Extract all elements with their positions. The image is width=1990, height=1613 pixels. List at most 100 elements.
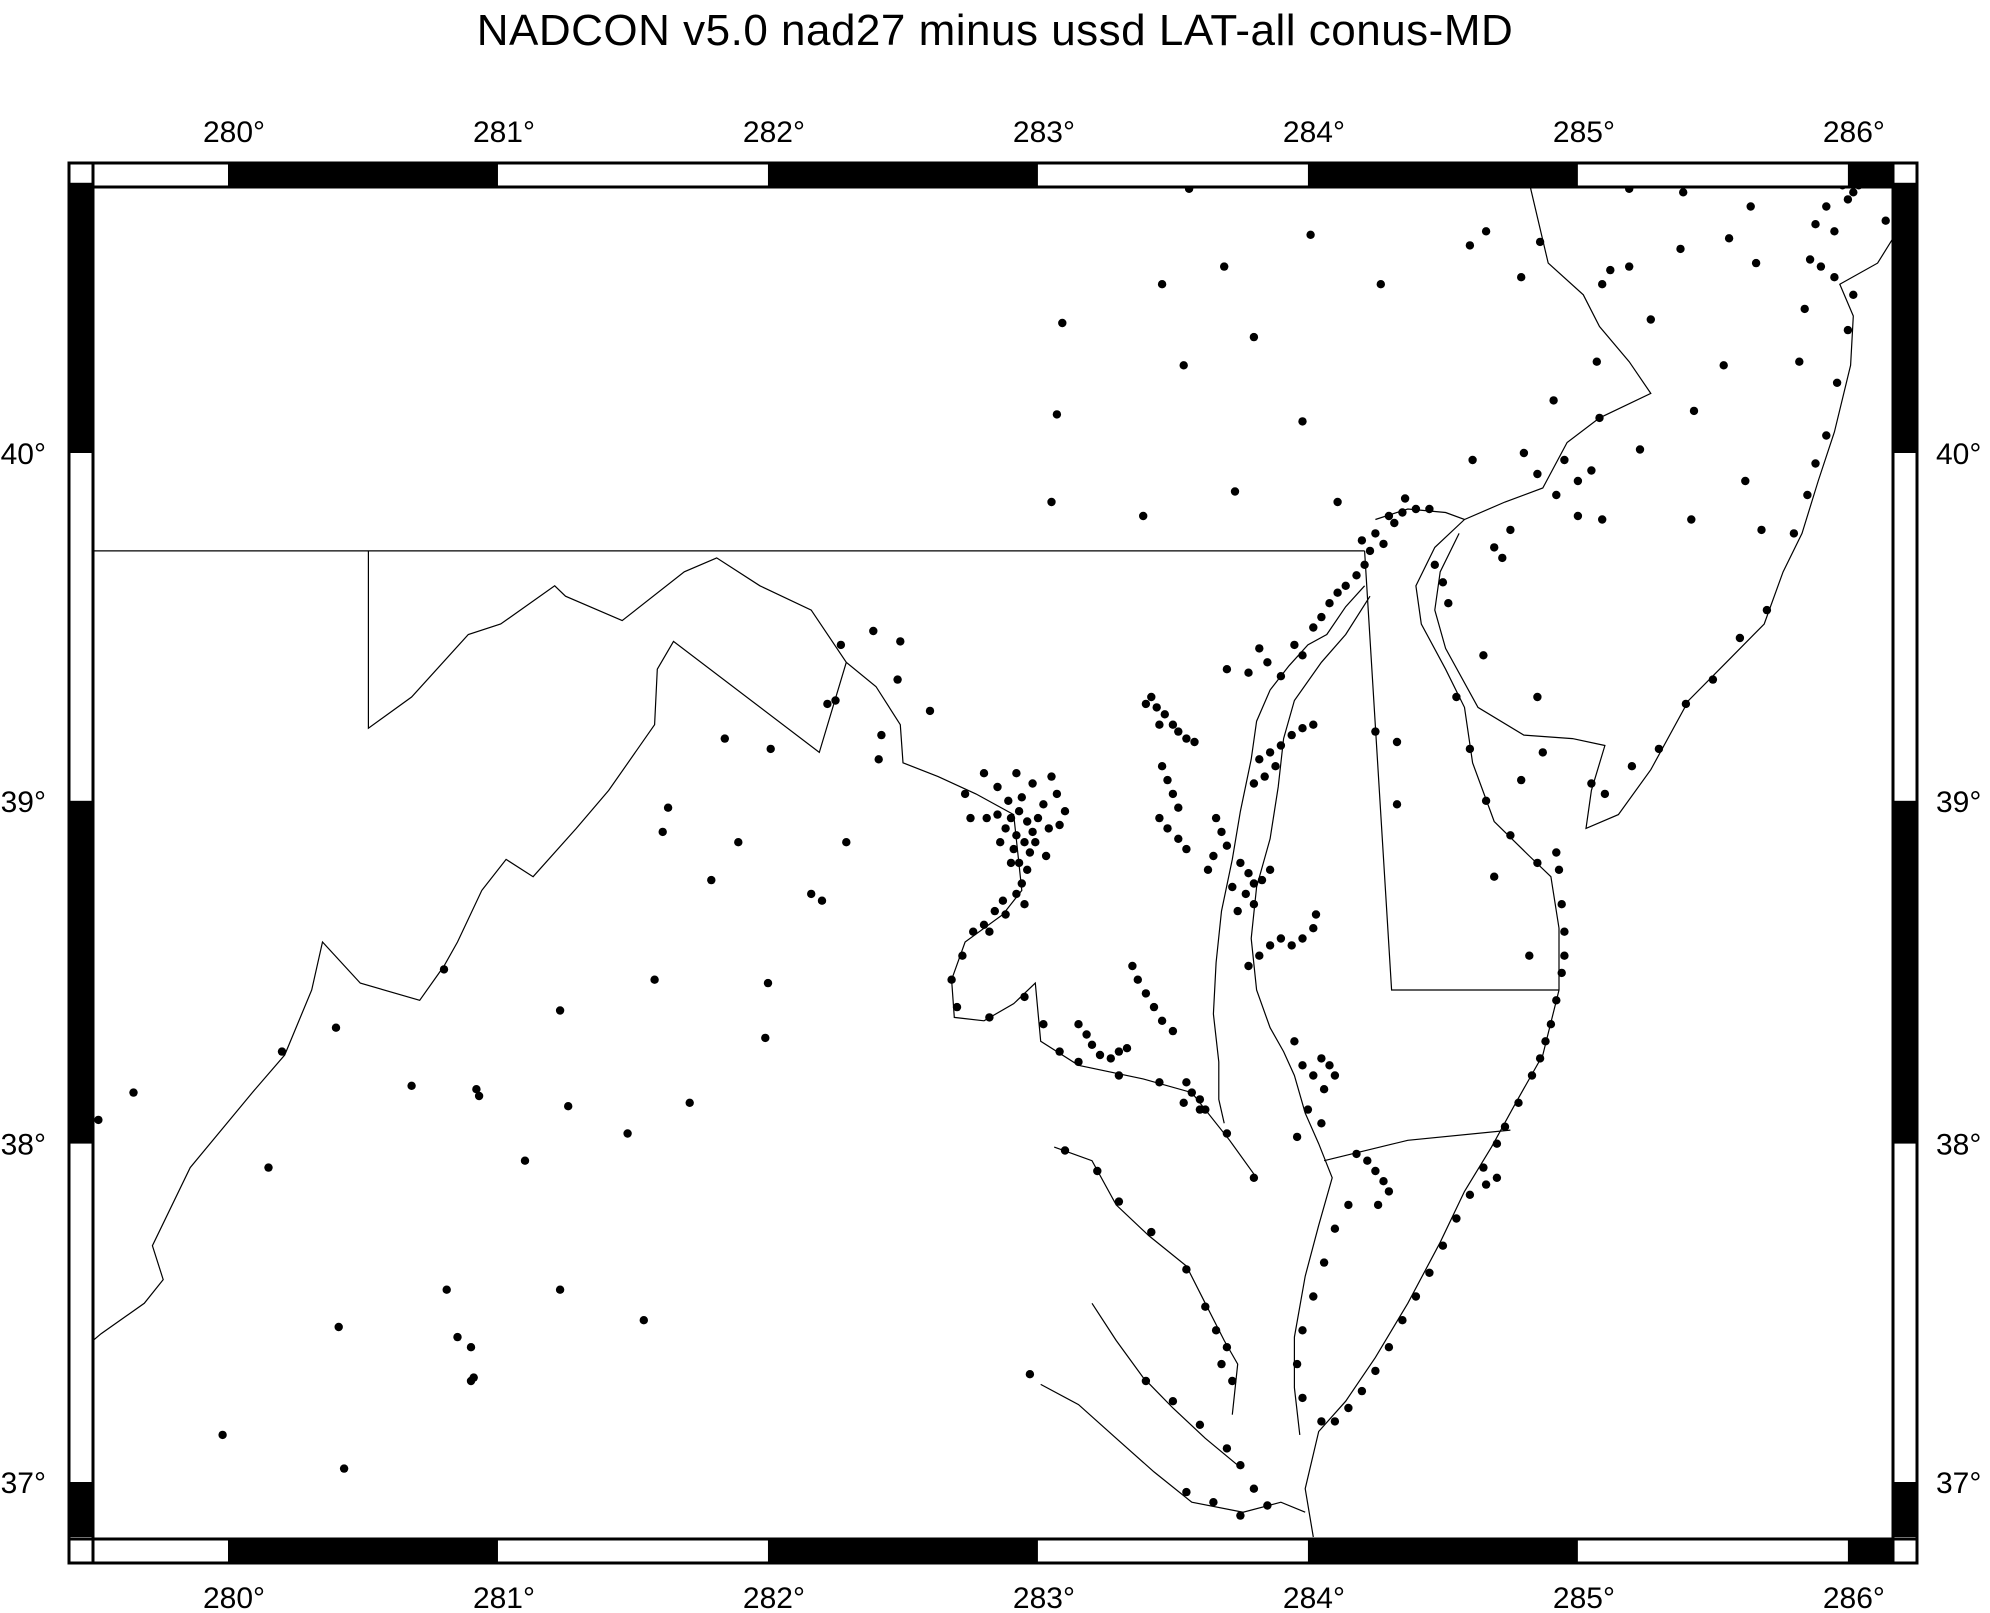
data-point <box>1298 651 1307 660</box>
data-point <box>1082 1030 1091 1039</box>
frame-bar-white <box>497 163 768 187</box>
data-point <box>658 827 667 837</box>
x-tick-label: 285° <box>1553 1582 1615 1613</box>
data-point <box>1298 1393 1307 1403</box>
data-point <box>817 896 827 905</box>
data-point <box>1012 769 1021 778</box>
data-point <box>1001 824 1010 833</box>
data-point <box>979 769 989 778</box>
data-point <box>1317 1054 1326 1063</box>
data-point <box>1506 831 1515 840</box>
data-point <box>1400 494 1410 503</box>
data-point <box>1155 720 1164 729</box>
data-point <box>1195 1095 1205 1104</box>
data-point <box>639 1316 648 1325</box>
x-tick-label: 286° <box>1823 1582 1885 1613</box>
data-point <box>1849 290 1858 299</box>
x-tick-label: 284° <box>1283 116 1345 149</box>
data-point <box>1233 906 1242 916</box>
data-point <box>1298 1061 1307 1070</box>
data-point <box>1309 1292 1318 1301</box>
data-point <box>1587 466 1596 475</box>
data-point <box>1004 796 1013 805</box>
data-point <box>1635 445 1645 454</box>
data-point <box>1490 543 1499 552</box>
data-point <box>1114 1071 1124 1080</box>
x-tick-label: 281° <box>473 116 535 149</box>
data-point <box>1022 865 1032 874</box>
data-point <box>1465 241 1475 250</box>
data-point <box>1298 1326 1307 1335</box>
data-point <box>1587 779 1596 788</box>
data-point <box>1492 1139 1502 1148</box>
data-point <box>1147 692 1156 702</box>
data-point <box>1028 779 1037 788</box>
data-point <box>1190 737 1199 747</box>
map-title: NADCON v5.0 nad27 minus ussd LAT-all con… <box>476 6 1514 55</box>
data-point <box>1557 968 1566 978</box>
data-point <box>1290 640 1299 650</box>
frame-bar-black <box>69 182 93 453</box>
data-point <box>1627 762 1637 771</box>
y-tick-label: 38° <box>1 1129 46 1162</box>
data-point <box>842 838 851 847</box>
data-point <box>555 1285 565 1294</box>
data-point <box>1843 325 1853 335</box>
data-point <box>1203 865 1213 874</box>
data-point <box>1039 800 1048 809</box>
data-point <box>1182 1078 1191 1087</box>
data-point <box>874 755 883 764</box>
data-point <box>564 1102 573 1111</box>
x-tick-label: 281° <box>473 1582 535 1613</box>
data-point <box>1681 699 1691 709</box>
data-point <box>1241 889 1251 899</box>
data-point <box>1371 1166 1380 1176</box>
data-point <box>1517 273 1526 282</box>
data-point <box>1236 1461 1245 1470</box>
data-point <box>1317 1417 1326 1426</box>
data-point <box>1371 529 1380 538</box>
data-point <box>1182 1487 1191 1497</box>
boundary-line <box>1091 1302 1239 1466</box>
data-point <box>1379 1177 1388 1186</box>
data-point <box>442 1285 451 1294</box>
data-point <box>1533 692 1542 702</box>
data-point <box>339 1464 349 1473</box>
boundary-line <box>1212 585 1366 1124</box>
data-point <box>831 696 840 705</box>
data-point <box>1679 188 1688 197</box>
data-point <box>1560 927 1569 936</box>
data-point <box>1060 807 1070 816</box>
data-point <box>1541 1037 1550 1046</box>
data-point <box>1811 220 1820 229</box>
data-point <box>1595 413 1604 423</box>
data-point <box>650 975 659 984</box>
data-point <box>1298 724 1307 733</box>
data-point <box>623 1129 632 1138</box>
data-point <box>1292 1132 1302 1142</box>
data-point <box>869 626 878 636</box>
data-point <box>1244 869 1253 878</box>
data-point <box>1025 848 1035 857</box>
frame-bar-black <box>1893 1482 1917 1538</box>
data-point <box>761 1033 770 1043</box>
data-point <box>985 927 994 936</box>
data-point <box>1373 1200 1383 1210</box>
data-point <box>1249 1173 1259 1183</box>
data-point <box>1816 262 1826 271</box>
data-point <box>1805 255 1815 264</box>
data-point <box>1074 1019 1083 1029</box>
data-point <box>334 1322 343 1332</box>
data-point <box>1751 258 1761 268</box>
boundary-line <box>367 550 1258 1179</box>
data-point <box>985 1013 994 1022</box>
boundary-line <box>1250 595 1371 1435</box>
map-frame <box>67 161 1919 1565</box>
data-point <box>990 906 999 916</box>
data-point <box>893 675 902 684</box>
data-point <box>1506 525 1515 535</box>
data-point <box>1211 1326 1221 1335</box>
data-point <box>1600 789 1610 799</box>
data-point <box>1557 900 1566 909</box>
data-points <box>94 187 1890 1520</box>
